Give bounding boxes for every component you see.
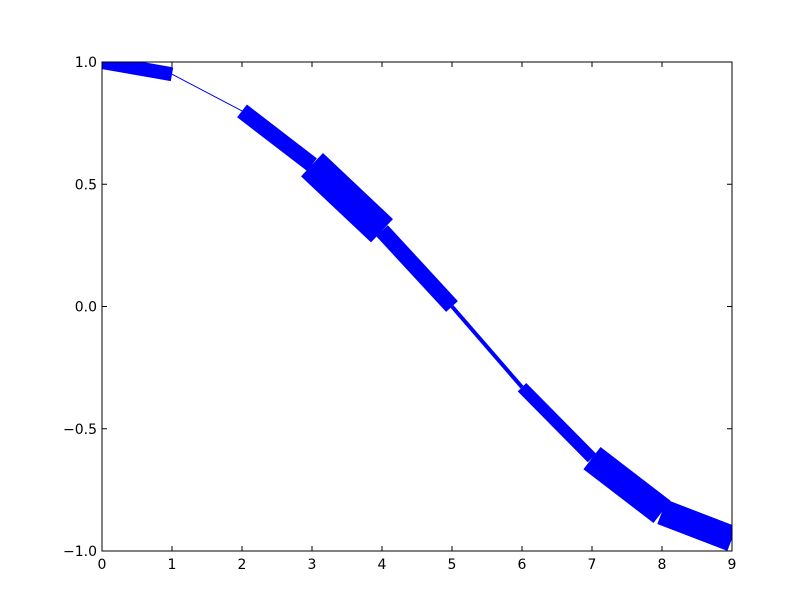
x-tick-label: 7 — [588, 557, 597, 573]
x-tick-label: 0 — [98, 557, 107, 573]
y-tick-label: −0.5 — [63, 422, 97, 438]
y-tick-label: 1.0 — [75, 55, 97, 71]
x-tick-label: 4 — [378, 557, 387, 573]
series-layer — [102, 62, 732, 551]
line-segment-2 — [237, 104, 317, 172]
line-segment-8 — [657, 499, 732, 551]
line-segment-6 — [517, 382, 597, 463]
x-tick-label: 5 — [448, 557, 457, 573]
y-axis: 1.0 0.5 0.0 −0.5 −1.0 — [63, 55, 732, 560]
y-tick-label: 0.0 — [75, 300, 97, 316]
line-segment-5 — [450, 305, 524, 389]
line-segment-3 — [301, 153, 393, 243]
x-tick-label: 3 — [308, 557, 317, 573]
line-segment-7 — [583, 446, 671, 523]
x-tick-label: 8 — [658, 557, 667, 573]
y-tick-label: −1.0 — [63, 544, 97, 560]
line-segment-4 — [376, 225, 458, 312]
line-segment-1 — [171, 73, 243, 112]
x-tick-label: 9 — [728, 557, 737, 573]
x-axis: 0 1 2 3 4 5 6 7 8 9 — [98, 62, 737, 573]
y-tick-label: 0.5 — [75, 177, 97, 193]
line-segment-0 — [102, 62, 174, 82]
x-tick-label: 2 — [238, 557, 247, 573]
x-tick-label: 6 — [518, 557, 527, 573]
x-tick-label: 1 — [168, 557, 177, 573]
